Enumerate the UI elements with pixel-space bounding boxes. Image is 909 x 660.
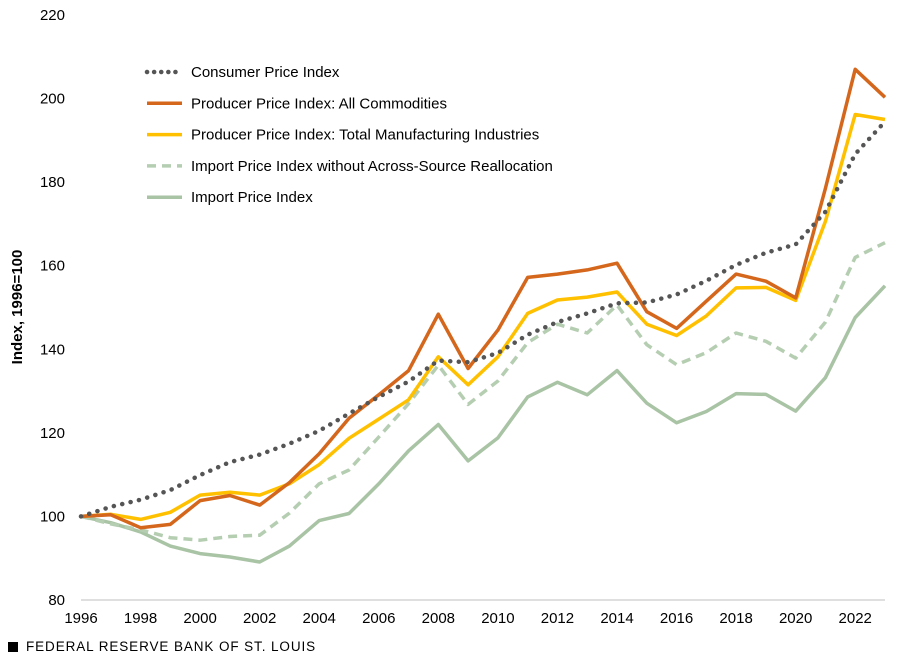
y-tick-label: 180: [40, 174, 65, 191]
x-tick-label: 2016: [660, 610, 693, 627]
x-tick-label: 2002: [243, 610, 276, 627]
y-axis: 80 100 120 140 160 180 200 220: [40, 7, 65, 609]
x-tick-label: 2018: [719, 610, 752, 627]
x-tick-label: 2020: [779, 610, 812, 627]
chart: Index, 1996=100 80100120140160180200220 …: [9, 7, 888, 627]
x-tick-label: 2000: [183, 610, 216, 627]
series-line-1: [80, 67, 887, 530]
x-axis: 1996 1998 2000 2002 2004 2006 2008 2010 2012 2014…: [64, 610, 872, 627]
y-tick-label: 160: [40, 258, 65, 275]
legend-label-1: Producer Price Index: All Commodities: [191, 95, 447, 112]
y-tick-label: 200: [40, 91, 65, 108]
series-layer: [78, 67, 888, 564]
x-tick-label: 1996: [64, 610, 97, 627]
y-axis-title: Index, 1996=100: [9, 250, 26, 365]
series-line-3: [80, 241, 886, 542]
series-line-0: [78, 119, 888, 519]
x-tick-label: 2008: [422, 610, 455, 627]
y-tick-label: 80: [48, 592, 65, 609]
x-tick-label: 2022: [839, 610, 872, 627]
footer: FEDERAL RESERVE BANK OF ST. LOUIS: [8, 639, 316, 654]
series-line-4: [80, 284, 887, 564]
legend-label-0: Consumer Price Index: [191, 64, 340, 81]
x-tick-label: 2004: [303, 610, 336, 627]
y-tick-label: 220: [40, 7, 65, 24]
x-tick-label: 2010: [481, 610, 514, 627]
x-tick-label: 1998: [124, 610, 157, 627]
legend-label-4: Import Price Index: [191, 189, 313, 206]
legend: Consumer Price Index Producer Price Index…: [144, 64, 553, 206]
x-tick-label: 2012: [541, 610, 574, 627]
source-label: FEDERAL RESERVE BANK OF ST. LOUIS: [26, 639, 317, 654]
series-line-2: [80, 112, 886, 522]
x-tick-label: 2006: [362, 610, 395, 627]
logo-square-icon: [8, 641, 18, 652]
y-tick-label: 100: [40, 508, 65, 525]
legend-label-3: Import Price Index without Across-Source…: [191, 158, 553, 175]
legend-label-2: Producer Price Index: Total Manufacturin…: [191, 127, 539, 144]
x-tick-label: 2014: [600, 610, 633, 627]
y-tick-label: 120: [40, 425, 65, 442]
y-tick-label: 140: [40, 341, 65, 358]
